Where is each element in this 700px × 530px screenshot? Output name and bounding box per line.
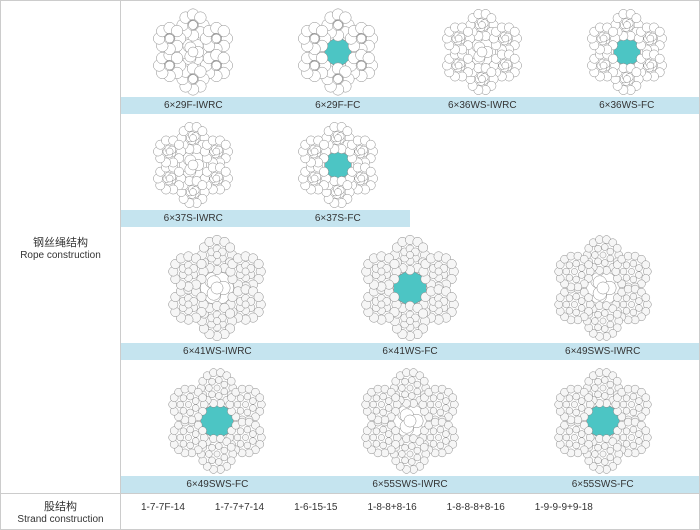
rope-cell: 6×29F-FC [266, 1, 411, 114]
strand-label-en: Strand construction [17, 514, 103, 525]
rope-row-1: 6×29F-IWRC6×29F-FC6×36WS-IWRC6×36WS-FC [121, 1, 699, 114]
rope-cell: 6×36WS-IWRC [410, 1, 555, 114]
rope-section: 钢丝绳结构 Rope construction 6×29F-IWRC6×29F-… [1, 1, 699, 494]
rope-diagram [162, 233, 272, 343]
rope-label: 6×37S-FC [266, 210, 411, 227]
rope-label: 6×29F-FC [266, 97, 411, 114]
rope-diagram [548, 366, 658, 476]
rope-row-3: 6×41WS-IWRC6×41WS-FC6×49SWS-IWRC [121, 227, 699, 360]
rope-cell [410, 114, 555, 227]
rope-diagram [162, 366, 272, 476]
rope-diagram [582, 7, 672, 97]
strand-value: 1-8-8+8-16 [367, 502, 416, 513]
strand-value: 1-9-9-9+9-18 [535, 502, 593, 513]
rope-row-4: 6×49SWS-FC6×55SWS-IWRC6×55SWS-FC [121, 360, 699, 493]
strand-label-cn: 股结构 [44, 498, 77, 514]
rope-label: 6×37S-IWRC [121, 210, 266, 227]
rope-cell: 6×55SWS-FC [506, 360, 699, 493]
rope-label-cn: 钢丝绳结构 [33, 234, 88, 250]
rope-label: 6×36WS-FC [555, 97, 700, 114]
strand-side-label: 股结构 Strand construction [1, 494, 121, 529]
rope-row-2: 6×37S-IWRC6×37S-FC [121, 114, 699, 227]
rope-diagram [148, 120, 238, 210]
rope-label: 6×36WS-IWRC [410, 97, 555, 114]
rope-diagram [355, 366, 465, 476]
rope-diagram [548, 233, 658, 343]
rope-content: 6×29F-IWRC6×29F-FC6×36WS-IWRC6×36WS-FC 6… [121, 1, 699, 493]
rope-label: 6×49SWS-FC [121, 476, 314, 493]
rope-diagram [293, 120, 383, 210]
rope-label: 6×49SWS-IWRC [506, 343, 699, 360]
rope-cell: 6×36WS-FC [555, 1, 700, 114]
rope-diagram [148, 7, 238, 97]
strand-value: 1-7-7F-14 [141, 502, 185, 513]
rope-cell: 6×37S-IWRC [121, 114, 266, 227]
strand-value: 1-7-7+7-14 [215, 502, 264, 513]
rope-cell: 6×49SWS-FC [121, 360, 314, 493]
rope-cell: 6×37S-FC [266, 114, 411, 227]
rope-diagram [355, 233, 465, 343]
rope-cell: 6×41WS-FC [314, 227, 507, 360]
rope-cell: 6×29F-IWRC [121, 1, 266, 114]
rope-side-label: 钢丝绳结构 Rope construction [1, 1, 121, 493]
rope-cell: 6×55SWS-IWRC [314, 360, 507, 493]
rope-cell: 6×49SWS-IWRC [506, 227, 699, 360]
strand-section: 股结构 Strand construction 1-7-7F-14 1-7-7+7… [1, 494, 699, 529]
rope-label: 6×55SWS-IWRC [314, 476, 507, 493]
rope-diagram [293, 7, 383, 97]
rope-diagram [437, 7, 527, 97]
rope-label: 6×41WS-IWRC [121, 343, 314, 360]
rope-cell [555, 114, 700, 227]
rope-label: 6×29F-IWRC [121, 97, 266, 114]
strand-value: 1-6-15-15 [294, 502, 337, 513]
strand-value: 1-8-8-8+8-16 [447, 502, 505, 513]
rope-label-en: Rope construction [20, 250, 101, 261]
rope-label: 6×55SWS-FC [506, 476, 699, 493]
strand-content: 1-7-7F-14 1-7-7+7-14 1-6-15-15 1-8-8+8-16 1-… [121, 494, 699, 529]
rope-label: 6×41WS-FC [314, 343, 507, 360]
rope-table: 钢丝绳结构 Rope construction 6×29F-IWRC6×29F-… [0, 0, 700, 530]
rope-cell: 6×41WS-IWRC [121, 227, 314, 360]
